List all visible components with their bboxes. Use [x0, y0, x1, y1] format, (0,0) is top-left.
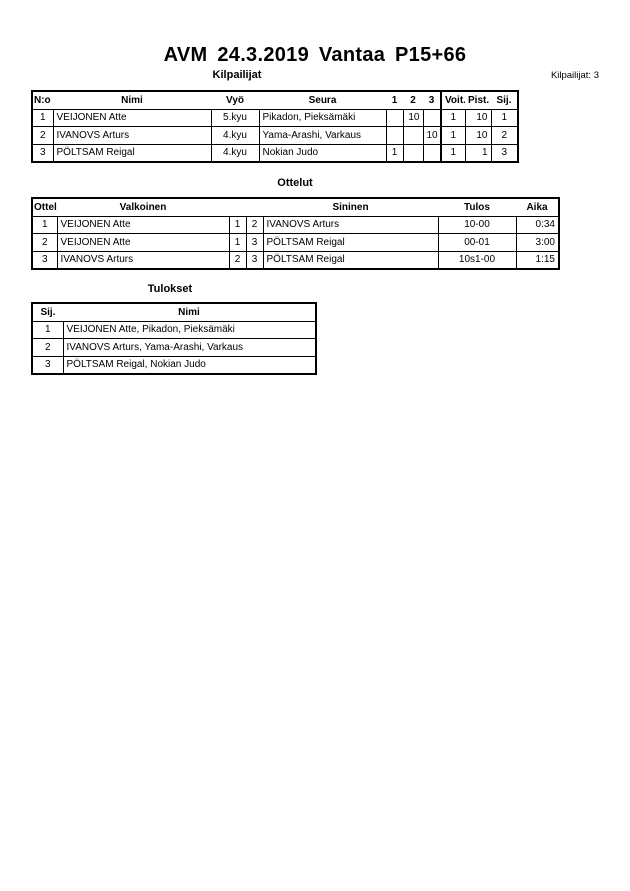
table-cell: 1: [228, 215, 247, 234]
column-header: Aika: [516, 197, 559, 217]
table-cell: 1: [440, 126, 466, 145]
table-row: 1 VEIJONEN Atte 1 2 IVANOVS Arturs 10-00 0:34: [31, 215, 560, 234]
table-cell: 10s1-00: [437, 250, 517, 270]
table-cell: 3: [31, 355, 64, 375]
table-cell: VEIJONEN Atte: [56, 215, 230, 234]
column-header: Nimi: [53, 90, 211, 110]
table-cell: 1: [490, 108, 519, 127]
table-row: 1 VEIJONEN Atte 5.kyu Pikadon, Pieksämäki 10…: [31, 108, 519, 127]
column-header: 3: [423, 90, 441, 110]
column-header: Sij.: [491, 90, 518, 110]
table-cell: 0:34: [515, 215, 560, 234]
column-header: N:o: [32, 90, 53, 110]
table-row: 2 IVANOVS Arturs 4.kyu Yama-Arashi, Varkaus…: [31, 126, 519, 145]
table-cell: 2: [245, 215, 264, 234]
page-title: AVM 24.3.2019 Vantaa P15+66: [163, 44, 467, 66]
table-row: 3 PÖLTSAM Reigal 4.kyu Nokian Judo 1 1 1 3: [31, 143, 519, 163]
table-cell: 1: [464, 143, 492, 163]
table-cell: 3: [245, 233, 264, 252]
column-header: Sij.: [32, 302, 63, 322]
table-cell: 4.kyu: [210, 143, 260, 163]
column-header: [229, 197, 246, 217]
column-header: Vyö: [211, 90, 259, 110]
table-cell: 10: [402, 108, 424, 127]
table-cell: 1: [31, 320, 64, 339]
table-cell: Nokian Judo: [258, 143, 387, 163]
column-header: Voit.: [440, 90, 465, 110]
table-cell: [385, 108, 404, 127]
table-cell: 2: [31, 233, 58, 252]
table-cell: 2: [31, 338, 64, 357]
column-header: Valkoinen: [57, 197, 229, 217]
table-cell: 10: [464, 108, 492, 127]
column-header: 2: [403, 90, 423, 110]
table-row: 2 VEIJONEN Atte 1 3 PÖLTSAM Reigal 00-01 3:00: [31, 233, 560, 252]
table-cell: 3: [31, 250, 58, 270]
table-cell: 1: [228, 233, 247, 252]
results-table: Sij. Nimi 1 VEIJONEN Atte, Pikadon, Pieksäm…: [31, 302, 317, 375]
table-cell: 1: [385, 143, 404, 163]
table-cell: 4.kyu: [210, 126, 260, 145]
table-cell: 2: [228, 250, 247, 270]
table-cell: 1: [31, 215, 58, 234]
header-row: N:o Nimi Vyö Seura 1 2 3 Voit. Pist. Sij.: [32, 90, 518, 110]
table-cell: 3: [31, 143, 54, 163]
competitors-heading: Kilpailijat: [212, 69, 262, 81]
table-cell: IVANOVS Arturs, Yama-Arashi, Varkaus: [62, 338, 317, 357]
table-row: 3 IVANOVS Arturs 2 3 PÖLTSAM Reigal 10s1-00 1:…: [31, 250, 560, 270]
column-header: Nimi: [63, 302, 316, 322]
table-cell: 10: [422, 126, 442, 145]
table-cell: 5.kyu: [210, 108, 260, 127]
table-cell: 00-01: [437, 233, 517, 252]
table-cell: Pikadon, Pieksämäki: [258, 108, 387, 127]
table-row: 3 PÖLTSAM Reigal, Nokian Judo: [31, 355, 317, 375]
table-cell: Yama-Arashi, Varkaus: [258, 126, 387, 145]
table-cell: [385, 126, 404, 145]
table-cell: 1:15: [515, 250, 560, 270]
matches-heading: Ottelut: [277, 177, 313, 189]
table-cell: 3: [245, 250, 264, 270]
table-cell: 2: [490, 126, 519, 145]
header-row: Sij. Nimi: [32, 302, 316, 322]
competitors-table: N:o Nimi Vyö Seura 1 2 3 Voit. Pist. Sij. 1 VEIJONE…: [31, 90, 519, 163]
table-row: 1 VEIJONEN Atte, Pikadon, Pieksämäki: [31, 320, 317, 339]
table-cell: IVANOVS Arturs: [56, 250, 230, 270]
table-cell: 1: [31, 108, 54, 127]
table-row: 2 IVANOVS Arturs, Yama-Arashi, Varkaus: [31, 338, 317, 357]
table-cell: 3: [490, 143, 519, 163]
column-header: Pist.: [465, 90, 491, 110]
table-cell: VEIJONEN Atte: [52, 108, 212, 127]
table-cell: PÖLTSAM Reigal: [52, 143, 212, 163]
table-cell: VEIJONEN Atte: [56, 233, 230, 252]
table-cell: [402, 143, 424, 163]
table-cell: IVANOVS Arturs: [52, 126, 212, 145]
table-cell: PÖLTSAM Reigal, Nokian Judo: [62, 355, 317, 375]
table-cell: 3:00: [515, 233, 560, 252]
table-cell: 10-00: [437, 215, 517, 234]
table-cell: [422, 143, 442, 163]
column-header: Tulos: [438, 197, 516, 217]
table-cell: PÖLTSAM Reigal: [262, 250, 439, 270]
table-cell: [422, 108, 442, 127]
table-cell: IVANOVS Arturs: [262, 215, 439, 234]
table-cell: 2: [31, 126, 54, 145]
column-header: [246, 197, 263, 217]
column-header: Seura: [259, 90, 386, 110]
table-cell: 1: [440, 108, 466, 127]
table-cell: VEIJONEN Atte, Pikadon, Pieksämäki: [62, 320, 317, 339]
column-header: 1: [386, 90, 403, 110]
column-header: Ottelu: [32, 197, 57, 217]
competitors-count: Kilpailijat: 3: [550, 70, 599, 81]
table-cell: [402, 126, 424, 145]
table-cell: 10: [464, 126, 492, 145]
results-heading: Tulokset: [147, 283, 193, 295]
column-header: Sininen: [263, 197, 438, 217]
table-cell: PÖLTSAM Reigal: [262, 233, 439, 252]
table-cell: 1: [440, 143, 466, 163]
